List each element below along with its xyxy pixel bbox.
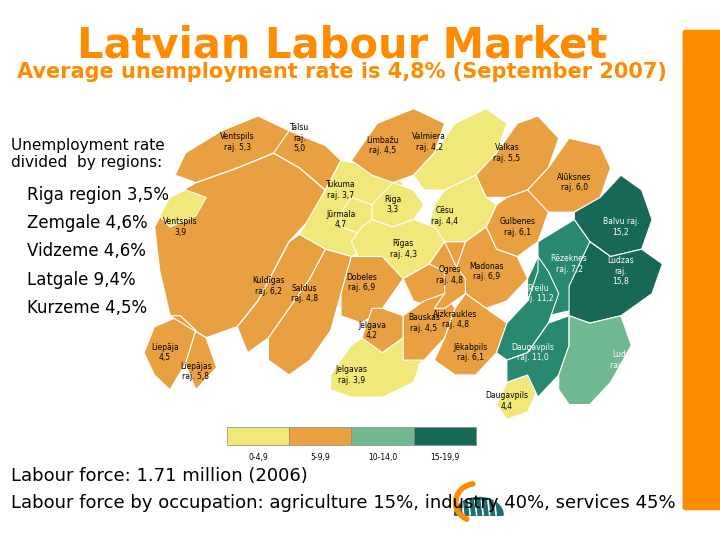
Bar (289, 427, 351, 445)
Polygon shape (528, 138, 611, 212)
Text: Saldus
raj. 4,8: Saldus raj. 4,8 (291, 284, 318, 303)
Text: Latvian Labour Market: Latvian Labour Market (77, 24, 607, 66)
Text: Rīgas
raj. 4,3: Rīgas raj. 4,3 (390, 239, 417, 259)
Text: Valkas
raj. 5,5: Valkas raj. 5,5 (493, 143, 521, 163)
Text: Riga region 3,5%: Riga region 3,5% (27, 186, 169, 204)
Polygon shape (454, 497, 503, 515)
Text: Riga
3,3: Riga 3,3 (384, 195, 402, 214)
Text: Valmiera
raj. 4,2: Valmiera raj. 4,2 (412, 132, 446, 152)
Polygon shape (154, 153, 325, 338)
Polygon shape (569, 242, 662, 323)
Text: Aizkraukles
raj. 4,8: Aizkraukles raj. 4,8 (433, 310, 477, 329)
Text: 15-19,9: 15-19,9 (430, 453, 459, 462)
Text: Jelgava
4,2: Jelgava 4,2 (358, 321, 386, 340)
Text: Rēzeknes
raj. 7,2: Rēzeknes raj. 7,2 (551, 254, 588, 274)
Text: Labour force: 1.71 million (2006): Labour force: 1.71 million (2006) (11, 467, 307, 485)
Polygon shape (497, 375, 538, 419)
Text: Daugavpils
raj. 11,0: Daugavpils raj. 11,0 (511, 343, 554, 362)
Bar (413, 427, 476, 445)
Polygon shape (269, 249, 351, 375)
Polygon shape (351, 220, 445, 279)
Text: Unemployment rate
divided  by regions:: Unemployment rate divided by regions: (11, 138, 165, 170)
Text: Ludzas
raj. 13,1: Ludzas raj. 13,1 (611, 350, 642, 370)
Polygon shape (361, 308, 403, 353)
Bar (351, 427, 413, 445)
Text: 10-14,0: 10-14,0 (368, 453, 397, 462)
Polygon shape (170, 316, 217, 390)
Text: Liepāja
4,5: Liepāja 4,5 (151, 343, 179, 362)
Polygon shape (434, 294, 507, 375)
Text: Average unemployment rate is 4,8% (September 2007): Average unemployment rate is 4,8% (Septe… (17, 62, 667, 82)
Text: Ventspils
raj. 5,3: Ventspils raj. 5,3 (220, 132, 255, 152)
Text: Daugavpils
4,4: Daugavpils 4,4 (485, 391, 528, 410)
Text: Preiļu
raj. 11,2: Preiļu raj. 11,2 (522, 284, 554, 303)
Text: 0-4,9: 0-4,9 (248, 453, 268, 462)
Polygon shape (455, 227, 528, 308)
Text: Liepājas
raj. 5,8: Liepājas raj. 5,8 (180, 361, 212, 381)
Text: Dobeles
raj. 6,9: Dobeles raj. 6,9 (346, 273, 377, 292)
Polygon shape (497, 256, 559, 360)
Text: Limbažu
raj. 4,5: Limbažu raj. 4,5 (366, 136, 399, 156)
Text: Jūrmala
4,7: Jūrmala 4,7 (326, 210, 356, 230)
Text: 5-9,9: 5-9,9 (310, 453, 330, 462)
Text: Alūksnes
raj. 6,0: Alūksnes raj. 6,0 (557, 173, 591, 192)
Polygon shape (160, 190, 206, 227)
Text: Labour force by occupation: agriculture 15%, industry 40%, services 45%: Labour force by occupation: agriculture … (11, 494, 675, 512)
Polygon shape (507, 316, 569, 397)
Polygon shape (300, 160, 403, 256)
Polygon shape (429, 242, 465, 308)
Polygon shape (429, 175, 497, 242)
Polygon shape (575, 175, 652, 256)
Text: Ventspils
3,9: Ventspils 3,9 (163, 217, 197, 237)
Text: Gulbenes
raj. 6,1: Gulbenes raj. 6,1 (499, 217, 535, 237)
Polygon shape (144, 316, 196, 390)
Text: Jelgavas
raj. 3,9: Jelgavas raj. 3,9 (336, 365, 367, 384)
Polygon shape (341, 197, 382, 234)
Polygon shape (238, 234, 325, 353)
Polygon shape (330, 338, 424, 397)
Text: Cēsu
raj. 4,4: Cēsu raj. 4,4 (431, 206, 458, 226)
Polygon shape (413, 109, 507, 190)
Polygon shape (238, 131, 341, 190)
Polygon shape (341, 256, 403, 323)
Polygon shape (372, 183, 424, 227)
Bar (227, 427, 289, 445)
Text: Balvu raj.
15,2: Balvu raj. 15,2 (603, 217, 639, 237)
Text: Bauskas
raj. 4,5: Bauskas raj. 4,5 (408, 313, 440, 333)
Polygon shape (486, 190, 549, 256)
Text: Kuldīgas
raj. 6,2: Kuldīgas raj. 6,2 (252, 276, 284, 296)
Text: Ogres
raj. 4,8: Ogres raj. 4,8 (436, 265, 464, 285)
Text: Jēkabpils
raj. 6,1: Jēkabpils raj. 6,1 (454, 343, 487, 362)
Polygon shape (175, 116, 289, 183)
Polygon shape (559, 316, 631, 404)
Polygon shape (528, 220, 611, 316)
Text: Vidzeme 4,6%: Vidzeme 4,6% (27, 242, 146, 260)
Text: Talsu
raj.
5,0: Talsu raj. 5,0 (290, 123, 309, 153)
Text: Latgale 9,4%: Latgale 9,4% (27, 271, 136, 288)
Polygon shape (351, 109, 445, 183)
Text: Tukuma
raj. 3,7: Tukuma raj. 3,7 (326, 180, 356, 200)
Polygon shape (403, 242, 465, 308)
Text: Madonas
raj. 6,9: Madonas raj. 6,9 (469, 262, 503, 281)
Text: Ludzas
raj.
15,8: Ludzas raj. 15,8 (608, 256, 634, 286)
Text: Zemgale 4,6%: Zemgale 4,6% (27, 214, 148, 232)
Text: Kurzeme 4,5%: Kurzeme 4,5% (27, 299, 148, 316)
Polygon shape (403, 294, 455, 360)
Polygon shape (476, 116, 559, 197)
